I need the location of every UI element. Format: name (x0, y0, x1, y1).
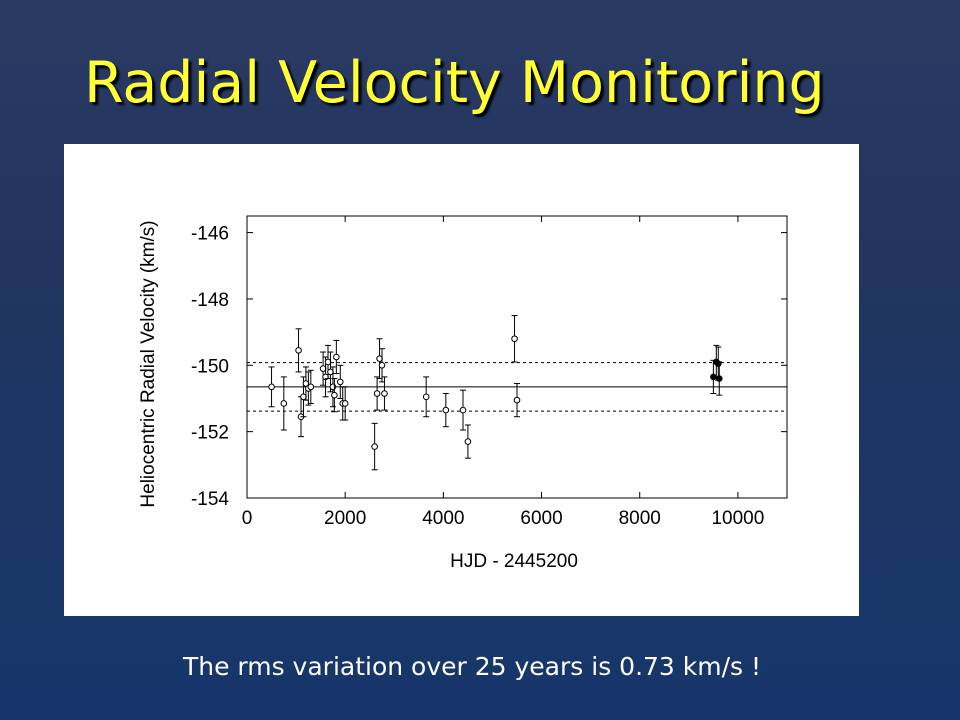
data-point (336, 364, 344, 399)
data-point (373, 376, 381, 411)
y-tick-label: -148 (191, 290, 229, 311)
open-point-marker (307, 383, 315, 391)
open-point-marker (280, 400, 288, 407)
x-tick-label: 10000 (711, 508, 764, 529)
x-tick-label: 4000 (422, 508, 464, 529)
x-axis-ticks: 0 2000 4000 6000 8000 10000 (242, 216, 764, 529)
slide-caption: The rms variation over 25 years is 0.73 … (182, 652, 762, 681)
data-point (280, 376, 288, 431)
data-point (302, 366, 310, 401)
y-tick-label: -150 (191, 356, 229, 377)
data-points (268, 315, 723, 471)
data-point (511, 315, 518, 363)
plot-frame (246, 215, 788, 499)
data-point (268, 366, 275, 408)
x-tick-label: 6000 (520, 508, 562, 529)
open-point-marker (442, 406, 450, 414)
y-tick-label: -146 (191, 224, 229, 245)
data-point (381, 376, 388, 411)
open-point-marker (336, 378, 344, 386)
open-point-marker (459, 406, 467, 414)
data-point (331, 378, 338, 413)
data-point (295, 328, 302, 373)
x-tick-label: 2000 (324, 508, 366, 529)
open-point-marker (295, 347, 302, 354)
data-point (333, 339, 340, 375)
y-axis-label: Heliocentric Radial Velocity (km/s) (138, 220, 159, 507)
open-point-marker (341, 400, 349, 407)
open-point-marker (371, 443, 378, 450)
data-point (371, 422, 378, 471)
open-point-marker (333, 353, 340, 361)
data-point (513, 383, 521, 418)
open-point-marker (378, 361, 386, 369)
data-point (422, 376, 430, 418)
open-point-marker (511, 335, 518, 343)
y-axis-ticks: -146 -148 -150 -152 -154 (191, 224, 787, 510)
open-point-marker (422, 393, 430, 401)
filled-point-marker (715, 375, 723, 382)
data-point (341, 386, 349, 421)
data-point (442, 392, 450, 428)
data-point (464, 424, 472, 459)
data-point (459, 389, 467, 431)
data-point (378, 348, 386, 383)
x-axis-label: HJD - 2445200 (450, 551, 578, 572)
open-point-marker (513, 396, 521, 404)
y-tick-label: -152 (191, 423, 229, 444)
open-point-marker (381, 390, 388, 397)
data-point (715, 361, 723, 396)
x-tick-label: 0 (242, 508, 253, 529)
slide-title: Radial Velocity Monitoring (84, 50, 825, 116)
open-point-marker (331, 391, 338, 399)
data-point (307, 369, 315, 404)
radial-velocity-chart: 0 2000 4000 6000 8000 10000 -146-148-150-152-… (138, 215, 788, 572)
x-tick-label: 8000 (619, 508, 661, 529)
data-point (376, 338, 383, 380)
y-tick-label: -154 (191, 489, 229, 510)
data-point (297, 396, 305, 438)
chart-panel: 0 2000 4000 6000 8000 10000 -146 -148 -150 -152-… (64, 144, 859, 616)
open-point-marker (268, 383, 275, 391)
open-point-marker (464, 438, 472, 445)
data-point (329, 366, 337, 408)
open-point-marker (373, 390, 381, 397)
